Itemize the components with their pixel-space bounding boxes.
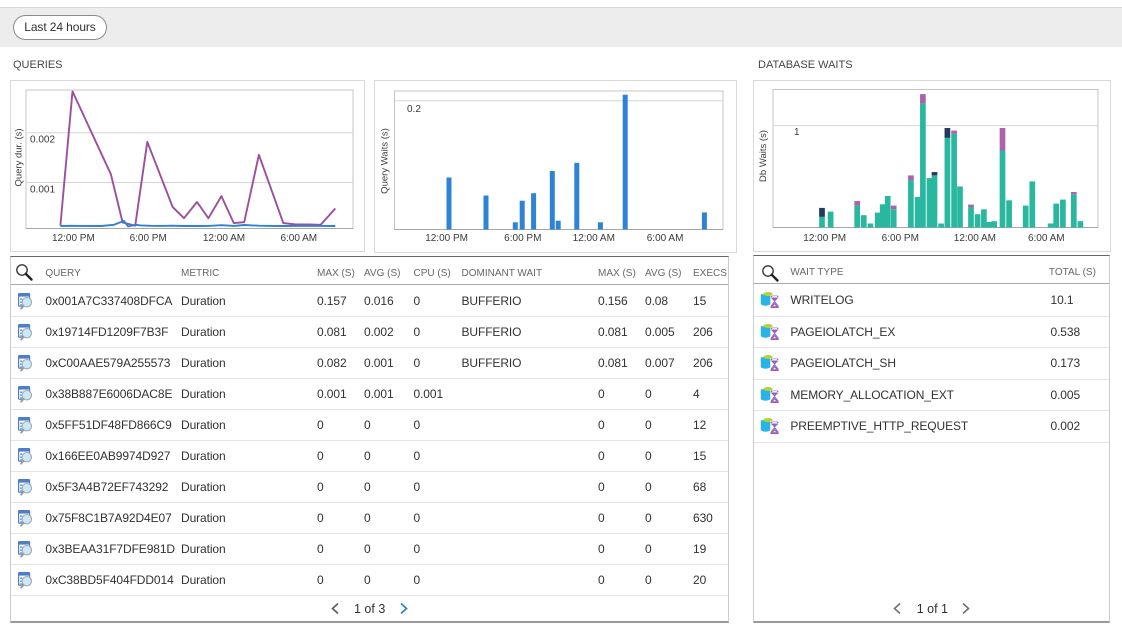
svg-text:Query dur. (s): Query dur. (s) [14, 128, 25, 186]
svg-text:6:00 AM: 6:00 AM [280, 233, 317, 244]
svg-text:Db Waits (s): Db Waits (s) [758, 130, 769, 182]
svg-text:6:00 AM: 6:00 AM [1028, 233, 1065, 244]
svg-text:12:00 PM: 12:00 PM [52, 233, 95, 244]
svg-text:12:00 AM: 12:00 AM [203, 233, 245, 244]
svg-text:6:00 PM: 6:00 PM [130, 233, 167, 244]
svg-text:1: 1 [794, 127, 800, 138]
svg-text:0.002: 0.002 [30, 135, 55, 146]
svg-text:0.001: 0.001 [30, 184, 55, 195]
svg-text:6:00 PM: 6:00 PM [882, 233, 919, 244]
svg-text:12:00 PM: 12:00 PM [425, 233, 468, 244]
svg-text:12:00 PM: 12:00 PM [803, 233, 846, 244]
svg-text:6:00 PM: 6:00 PM [504, 233, 541, 244]
svg-text:12:00 AM: 12:00 AM [954, 233, 996, 244]
svg-text:6:00 AM: 6:00 AM [647, 233, 684, 244]
svg-text:Query Waits (s): Query Waits (s) [380, 128, 391, 194]
svg-text:12:00 AM: 12:00 AM [573, 233, 615, 244]
svg-text:0.2: 0.2 [407, 104, 421, 115]
